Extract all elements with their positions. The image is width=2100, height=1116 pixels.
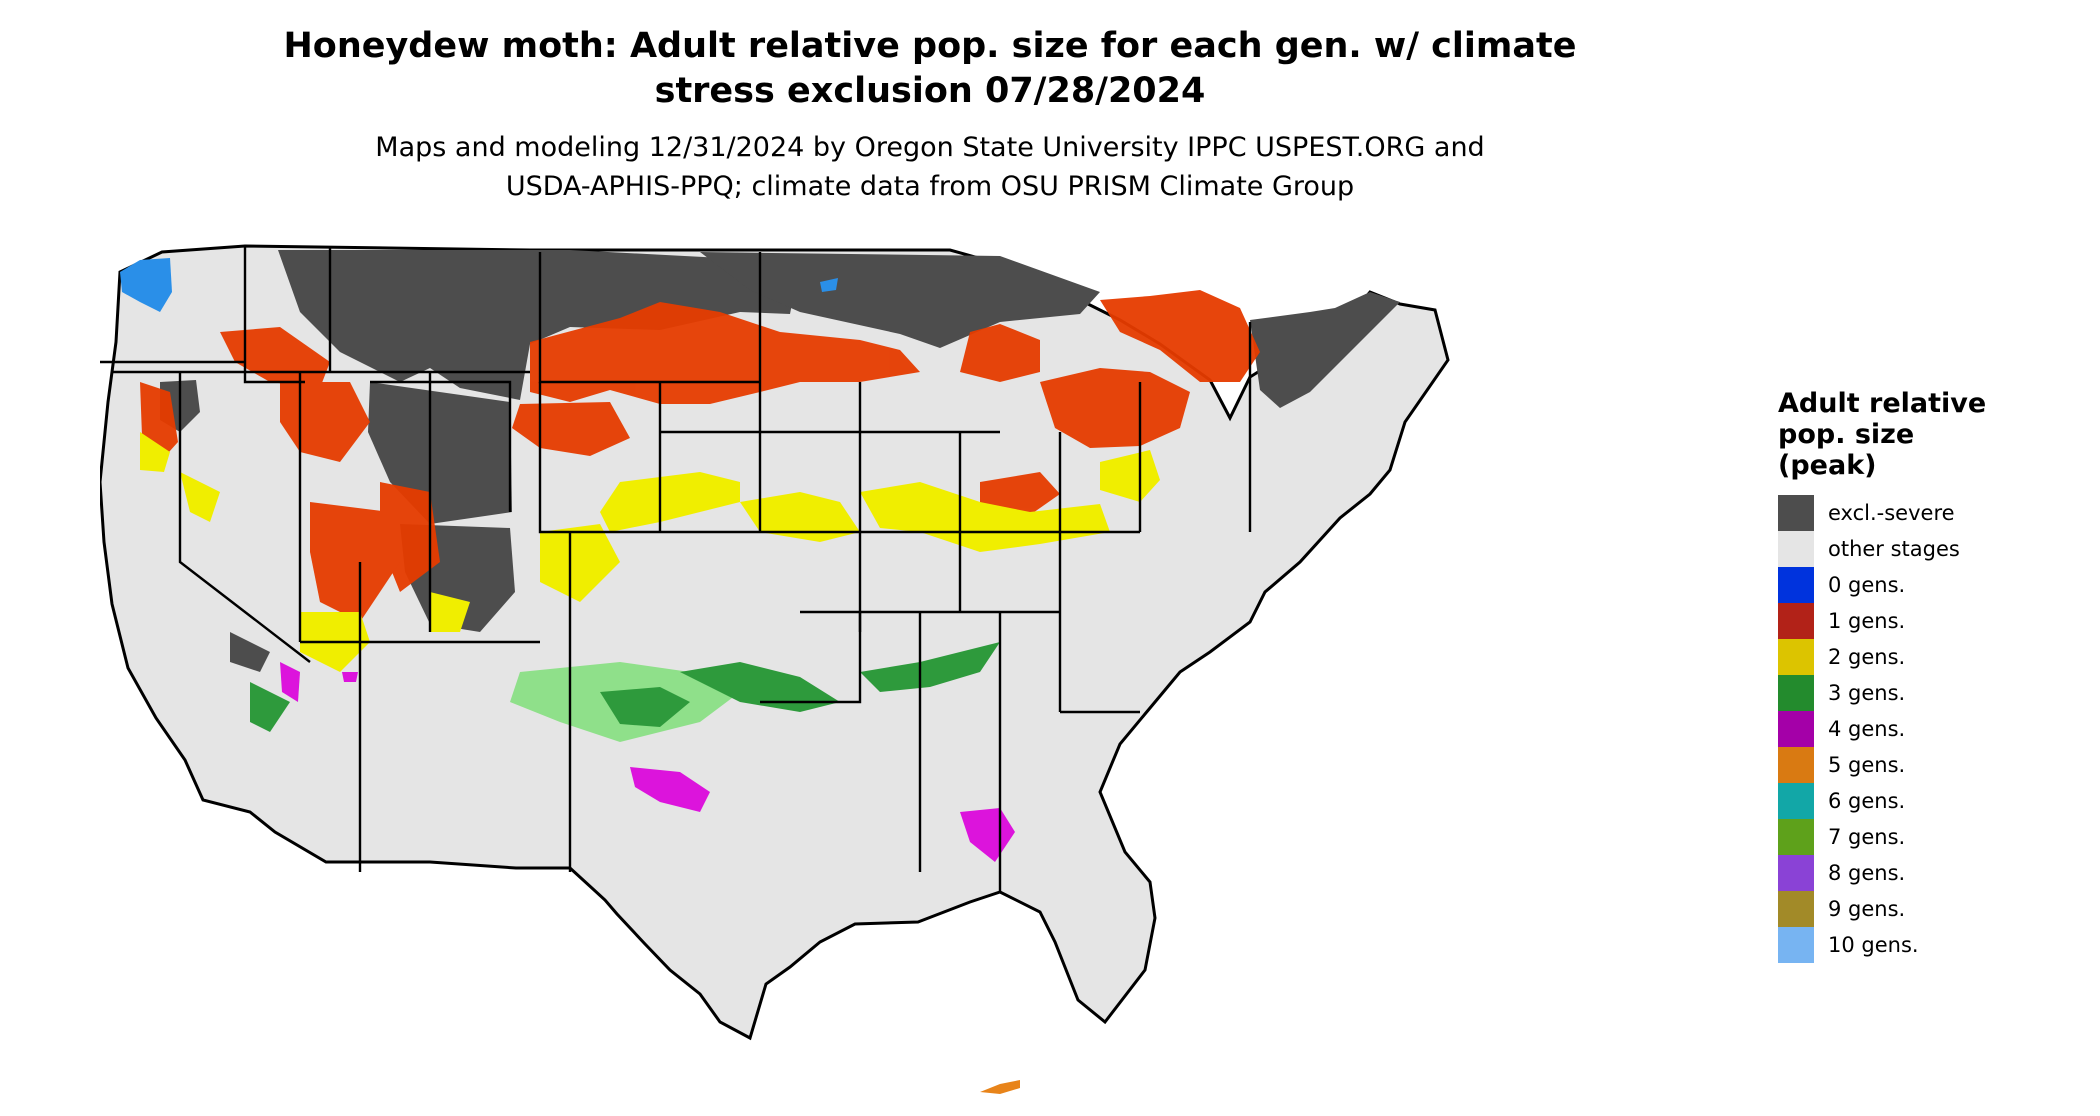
legend-item: excl.-severe bbox=[1778, 495, 2078, 531]
legend-items: excl.-severe other stages 0 gens. 1 gens. 2 … bbox=[1778, 495, 2078, 963]
legend-swatch bbox=[1778, 567, 1814, 603]
subtitle-line-1: Maps and modeling 12/31/2024 by Oregon S… bbox=[375, 132, 1485, 163]
legend-item: 2 gens. bbox=[1778, 639, 2078, 675]
map-legend: Adult relative pop. size (peak) excl.-se… bbox=[1778, 388, 2078, 963]
map-subtitle: Maps and modeling 12/31/2024 by Oregon S… bbox=[180, 128, 1680, 206]
legend-swatch bbox=[1778, 927, 1814, 963]
legend-item: 1 gens. bbox=[1778, 603, 2078, 639]
legend-label: 5 gens. bbox=[1828, 753, 1906, 777]
legend-swatch bbox=[1778, 639, 1814, 675]
legend-label: 8 gens. bbox=[1828, 861, 1906, 885]
legend-swatch bbox=[1778, 891, 1814, 927]
two-generation-zones bbox=[140, 432, 1160, 672]
subtitle-line-2: USDA-APHIS-PPQ; climate data from OSU PR… bbox=[505, 171, 1355, 202]
legend-item: 10 gens. bbox=[1778, 927, 2078, 963]
legend-item: 4 gens. bbox=[1778, 711, 2078, 747]
title-line-2: stress exclusion 07/28/2024 bbox=[654, 71, 1206, 111]
legend-swatch bbox=[1778, 711, 1814, 747]
legend-item: 6 gens. bbox=[1778, 783, 2078, 819]
legend-title-line: pop. size bbox=[1778, 419, 1915, 450]
one-generation-zones bbox=[140, 290, 1260, 622]
legend-label: 10 gens. bbox=[1828, 933, 1919, 957]
legend-item: other stages bbox=[1778, 531, 2078, 567]
legend-label: other stages bbox=[1828, 537, 1960, 561]
legend-item: 5 gens. bbox=[1778, 747, 2078, 783]
legend-swatch bbox=[1778, 495, 1814, 531]
legend-swatch bbox=[1778, 783, 1814, 819]
legend-label: 0 gens. bbox=[1828, 573, 1906, 597]
us-map bbox=[100, 244, 1450, 1094]
legend-item: 3 gens. bbox=[1778, 675, 2078, 711]
ten-generation-zones bbox=[120, 258, 838, 312]
legend-item: 9 gens. bbox=[1778, 891, 2078, 927]
legend-label: 6 gens. bbox=[1828, 789, 1906, 813]
legend-item: 0 gens. bbox=[1778, 567, 2078, 603]
legend-swatch bbox=[1778, 603, 1814, 639]
legend-item: 7 gens. bbox=[1778, 819, 2078, 855]
four-generation-zones bbox=[280, 662, 1015, 862]
excluded-zones bbox=[160, 250, 1400, 672]
legend-label: 2 gens. bbox=[1828, 645, 1906, 669]
legend-item: 8 gens. bbox=[1778, 855, 2078, 891]
legend-label: 9 gens. bbox=[1828, 897, 1906, 921]
legend-swatch bbox=[1778, 855, 1814, 891]
title-line-1: Honeydew moth: Adult relative pop. size … bbox=[283, 26, 1577, 66]
legend-label: 3 gens. bbox=[1828, 681, 1906, 705]
legend-label: 4 gens. bbox=[1828, 717, 1906, 741]
legend-swatch bbox=[1778, 675, 1814, 711]
legend-title-line: (peak) bbox=[1778, 450, 1877, 481]
state-borders bbox=[100, 246, 1252, 892]
five-generation-zones bbox=[980, 1080, 1020, 1094]
legend-title: Adult relative pop. size (peak) bbox=[1778, 388, 2078, 481]
legend-swatch bbox=[1778, 531, 1814, 567]
three-generation-zones bbox=[250, 642, 1000, 742]
legend-label: 1 gens. bbox=[1828, 609, 1906, 633]
legend-label: 7 gens. bbox=[1828, 825, 1906, 849]
legend-label: excl.-severe bbox=[1828, 501, 1955, 525]
legend-swatch bbox=[1778, 747, 1814, 783]
legend-title-line: Adult relative bbox=[1778, 388, 1987, 419]
map-title: Honeydew moth: Adult relative pop. size … bbox=[180, 24, 1680, 114]
legend-swatch bbox=[1778, 819, 1814, 855]
